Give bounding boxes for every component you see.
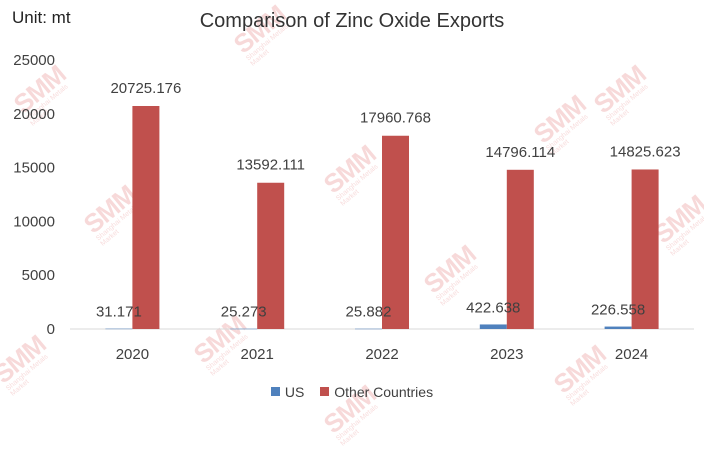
bar-other-countries	[631, 169, 659, 329]
x-tick-label: 2021	[241, 346, 274, 363]
legend-swatch-us	[270, 387, 280, 396]
x-tick-label: 2022	[365, 346, 398, 363]
y-tick-label: 20000	[13, 106, 55, 123]
x-tick-label: 2020	[116, 346, 149, 363]
x-tick-label: 2023	[490, 346, 523, 363]
bar-other-countries	[382, 135, 409, 329]
bar-other-countries	[506, 169, 534, 329]
bar-us	[604, 326, 632, 329]
legend-label-other-countries: Other Countries	[334, 383, 434, 400]
bar-chart: 0 5000 10000 15000 20000 25000 31.171 20725.176…	[13, 52, 694, 363]
data-label-us: 226.558	[591, 302, 645, 319]
legend-swatch-other-countries	[320, 387, 330, 396]
data-label-other-countries: 13592.111	[236, 157, 305, 174]
bar-us	[105, 328, 133, 330]
data-label-us: 25.882	[346, 304, 392, 321]
data-label-other-countries: 17960.768	[360, 110, 431, 127]
bar-us	[230, 328, 258, 330]
unit-label: Unit: mt	[12, 8, 71, 27]
y-tick-label: 0	[47, 321, 55, 338]
bar-us	[355, 328, 382, 330]
data-label-other-countries: 20725.176	[110, 80, 181, 97]
legend: US Other Countries	[0, 383, 704, 400]
bar-us	[479, 324, 507, 329]
data-label-other-countries: 14796.114	[485, 144, 555, 161]
legend-label-us: US	[284, 383, 305, 400]
y-tick-label: 5000	[22, 267, 55, 284]
chart-title: Comparison of Zinc Oxide Exports	[199, 10, 505, 32]
bar-other-countries	[257, 182, 285, 329]
data-label-other-countries: 14825.623	[610, 143, 681, 160]
legend-item-other-countries: Other Countries	[320, 384, 433, 400]
bar-other-countries	[132, 105, 160, 330]
data-label-us: 422.638	[466, 299, 520, 316]
chart-root: SMM Shanghai Metals Market SMM Shanghai Met…	[0, 0, 704, 448]
data-label-us: 25.273	[221, 304, 267, 321]
y-tick-label: 25000	[13, 52, 55, 69]
legend-item-us: US	[270, 383, 305, 400]
x-tick-label: 2024	[615, 346, 648, 363]
y-tick-label: 15000	[13, 160, 55, 177]
y-tick-label: 10000	[13, 213, 55, 230]
data-label-us: 31.171	[96, 304, 142, 321]
